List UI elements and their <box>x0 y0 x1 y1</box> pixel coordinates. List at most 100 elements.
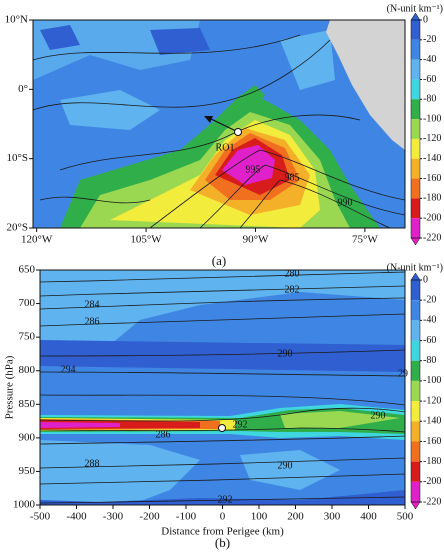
colorbar-tick-label: -140 <box>423 153 441 164</box>
colorbar-tick-label: -80 <box>423 94 436 105</box>
contour-label: 290 <box>278 460 293 471</box>
colorbar-band <box>411 59 420 80</box>
contour-label: 292 <box>218 494 233 505</box>
colorbar-label: (N-unit km⁻¹) <box>387 262 443 273</box>
colorbar-tick-label: -100 <box>423 375 441 386</box>
colorbar-tick-label: -120 <box>423 133 441 144</box>
colorbar-tick-label: 0 <box>423 14 428 25</box>
x-tick-label: -400 <box>66 511 87 523</box>
colorbar-band <box>411 461 420 482</box>
x-tick-label: 120°W <box>21 234 53 246</box>
panel-label: (a) <box>212 253 226 268</box>
colorbar-tick-label: -100 <box>423 113 441 124</box>
colorbar-band <box>411 99 420 120</box>
colorbar-band <box>411 320 420 341</box>
colorbar-tick-label: 0 <box>423 274 428 285</box>
x-tick-label: 500 <box>397 511 414 523</box>
x-tick-label: -300 <box>103 511 124 523</box>
contour-label: 288 <box>85 458 100 469</box>
colorbar-band <box>411 138 420 159</box>
x-tick-label: -200 <box>139 511 160 523</box>
colorbar-band <box>411 280 420 301</box>
colorbar-band <box>411 360 420 381</box>
colorbar-frame <box>410 279 421 503</box>
x-tick-label: -100 <box>176 511 197 523</box>
contour-label: 995 <box>246 164 261 175</box>
y-tick-label: 10°N <box>5 14 28 26</box>
colorbar-frame <box>410 19 421 239</box>
colorbar-tick-label: -160 <box>423 173 441 184</box>
colorbar-tick-label: -160 <box>423 436 441 447</box>
colorbar-band <box>411 158 420 179</box>
colorbar-tick-label: -20 <box>423 34 436 45</box>
contour-label: 290 <box>278 348 293 359</box>
contour-label: 292 <box>233 419 248 430</box>
colorbar-tick-label: -120 <box>423 395 441 406</box>
contour-label: 990 <box>338 197 353 208</box>
colorbar-tick-label: -60 <box>423 74 436 85</box>
contour-label: 29 <box>398 368 408 379</box>
colorbar-band <box>411 218 420 238</box>
y-axis-label: Pressure (hPa) <box>4 355 16 419</box>
y-tick-label: 750 <box>19 331 36 343</box>
contour-label: 286 <box>85 316 100 327</box>
colorbar-band <box>411 178 420 199</box>
colorbar-tick-label: -80 <box>423 355 436 366</box>
y-tick-label: 850 <box>19 398 36 410</box>
colorbar-band <box>411 441 420 462</box>
y-tick-label: 700 <box>19 297 36 309</box>
y-tick-label: 10°S <box>6 152 28 164</box>
colorbar-tick-label: -140 <box>423 416 441 427</box>
colorbar-band <box>411 380 420 402</box>
y-tick-label: 0° <box>18 83 28 95</box>
colorbar-end <box>410 272 421 281</box>
colorbar-end <box>410 237 421 246</box>
colorbar-band <box>411 300 420 321</box>
annotation: RO1 <box>216 142 235 153</box>
x-tick-label: 200 <box>287 511 304 523</box>
contour-label: 280 <box>285 268 300 279</box>
colorbar-band <box>411 39 420 60</box>
colorbar-end <box>410 501 421 510</box>
y-tick-label: 800 <box>19 364 36 376</box>
contour-label: 985 <box>285 172 300 183</box>
colorbar-tick-label: -220 <box>423 496 441 507</box>
colorbar-band <box>411 481 420 502</box>
panel-label: (b) <box>215 535 230 550</box>
x-axis-label: Distance from Perigee (km) <box>161 526 284 538</box>
contour-label: 294 <box>61 364 76 375</box>
contour-label: 286 <box>156 429 171 440</box>
contour-label: 282 <box>285 284 300 295</box>
y-tick-label: 950 <box>19 465 36 477</box>
x-tick-label: 100 <box>251 511 268 523</box>
colorbar-label: (N-unit km⁻¹) <box>387 3 443 14</box>
contour-label: 284 <box>85 299 100 310</box>
y-tick-label: 1000 <box>13 499 36 511</box>
colorbar-tick-label: -200 <box>423 212 441 223</box>
colorbar-band <box>411 119 420 139</box>
x-tick-label: 300 <box>324 511 341 523</box>
colorbar-tick-label: -20 <box>423 294 436 305</box>
y-tick-label: 650 <box>19 264 36 276</box>
colorbar-band <box>411 401 420 422</box>
x-tick-label: 90°W <box>243 234 269 246</box>
x-tick-label: 0 <box>220 511 226 523</box>
colorbar-tick-label: -200 <box>423 476 441 487</box>
plot-frame <box>32 19 406 229</box>
colorbar-band <box>411 20 420 40</box>
colorbar-band <box>411 340 420 361</box>
y-tick-label: 900 <box>19 431 36 443</box>
section-field <box>40 270 405 505</box>
x-tick-label: 105°W <box>130 234 162 246</box>
colorbar-band <box>411 198 420 219</box>
colorbar-band <box>411 79 420 100</box>
colorbar-tick-label: -180 <box>423 456 441 467</box>
colorbar-band <box>411 421 420 442</box>
x-tick-label: -500 <box>30 511 51 523</box>
colorbar-tick-label: -220 <box>423 232 441 243</box>
x-tick-label: 75°W <box>352 234 378 246</box>
colorbar-tick-label: -40 <box>423 54 436 65</box>
colorbar-tick-label: -40 <box>423 315 436 326</box>
map-field <box>33 20 405 228</box>
